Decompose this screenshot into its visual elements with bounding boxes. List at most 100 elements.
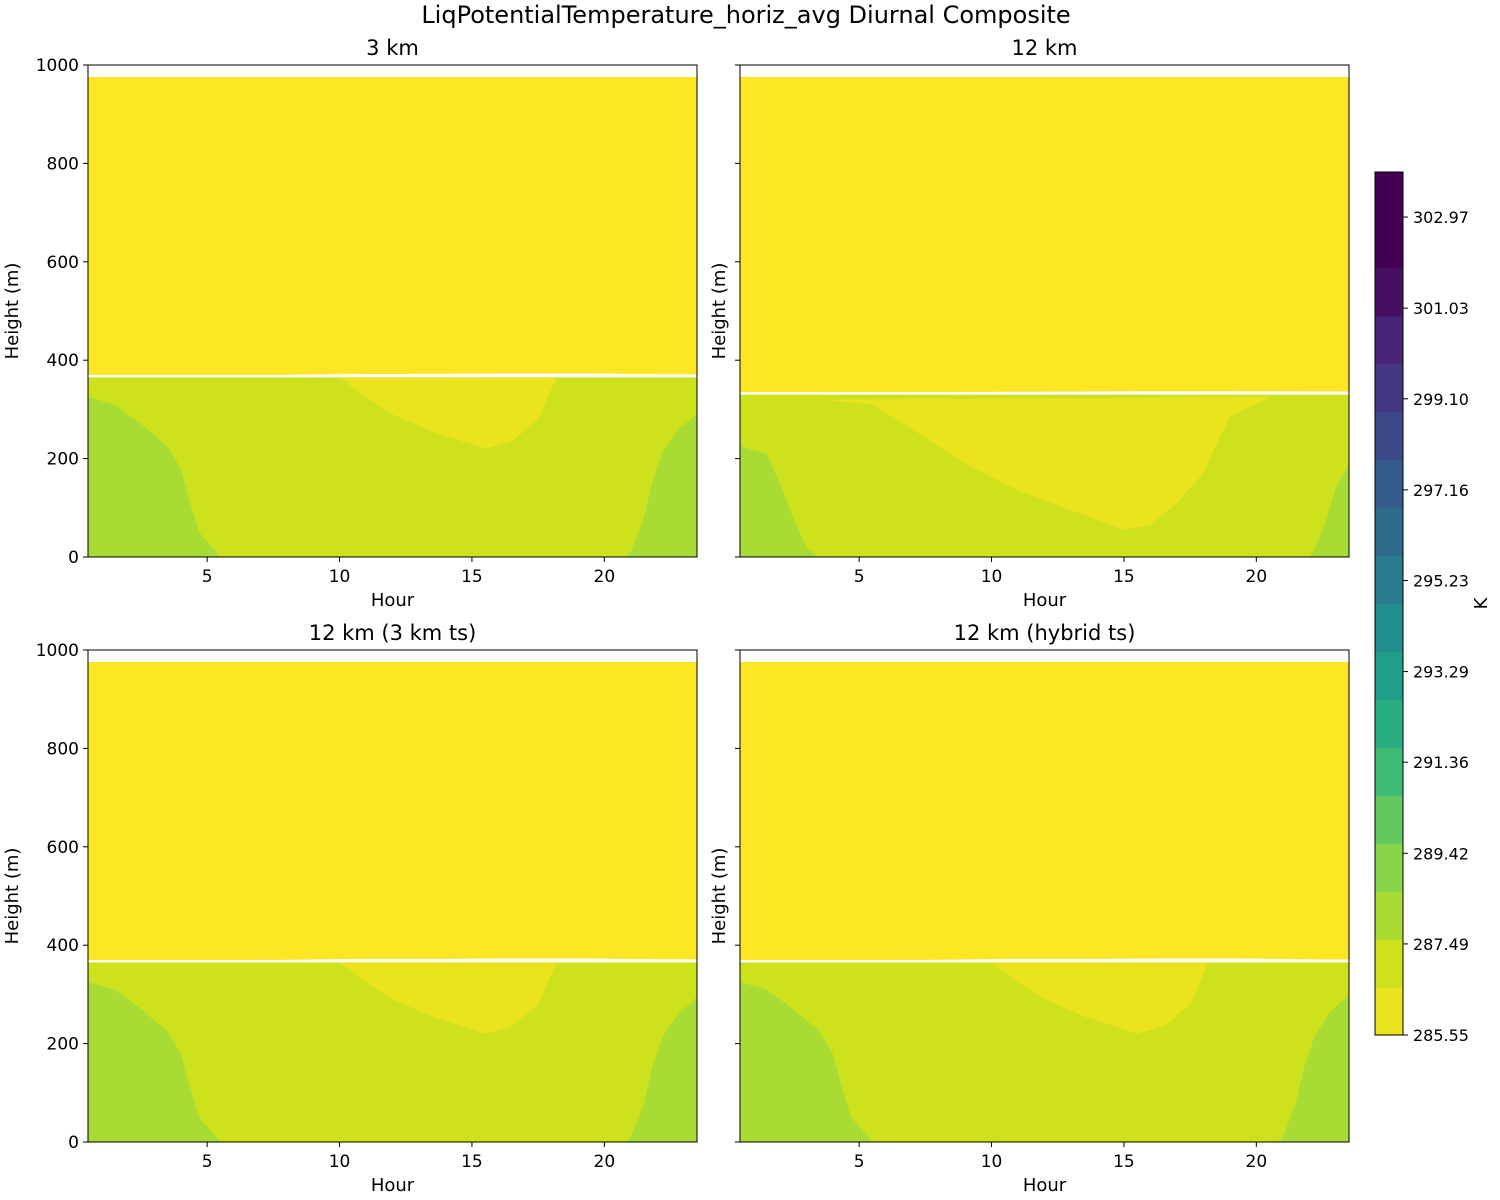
x-axis-label: Hour bbox=[1023, 1175, 1067, 1196]
x-tick-label: 10 bbox=[981, 567, 1003, 587]
warm-core-region bbox=[819, 397, 1270, 530]
colorbar-tick-label: 291.36 bbox=[1413, 753, 1469, 772]
colorbar-bin bbox=[1375, 507, 1403, 557]
y-tick-label: 200 bbox=[47, 450, 79, 470]
colorbar-tick-label: 297.16 bbox=[1413, 481, 1469, 500]
colorbar-bin bbox=[1375, 603, 1403, 653]
colorbar-bin bbox=[1375, 411, 1403, 461]
contour-band bbox=[740, 77, 1349, 393]
cool-region-right bbox=[1309, 463, 1349, 557]
contour-band bbox=[88, 662, 697, 960]
cool-region-left bbox=[740, 446, 820, 557]
y-tick-label: 1000 bbox=[36, 56, 79, 76]
colorbar-bin bbox=[1375, 795, 1403, 844]
x-tick-label: 15 bbox=[1113, 567, 1135, 587]
colorbar-tick-label: 302.97 bbox=[1413, 208, 1469, 227]
panel-title: 3 km bbox=[366, 36, 419, 60]
y-tick-label: 200 bbox=[47, 1035, 79, 1055]
cool-region-right bbox=[1277, 994, 1349, 1142]
x-tick-label: 20 bbox=[594, 567, 616, 587]
contour-band bbox=[88, 77, 697, 375]
y-tick-label: 400 bbox=[47, 936, 79, 956]
colorbar-label: K bbox=[1471, 596, 1492, 609]
x-tick-label: 5 bbox=[854, 567, 865, 587]
colorbar-bin bbox=[1375, 363, 1403, 413]
x-tick-label: 5 bbox=[202, 1152, 213, 1172]
axes-frame bbox=[739, 64, 1350, 558]
x-tick-label: 20 bbox=[1246, 1152, 1268, 1172]
colorbar: 285.55 287.49 289.42 291.36 293.29 295.23 297.… bbox=[1374, 171, 1492, 1045]
x-tick-label: 15 bbox=[461, 567, 483, 587]
x-tick-label: 15 bbox=[1113, 1152, 1135, 1172]
y-axis-label: Height (m) bbox=[709, 848, 730, 945]
colorbar-bin bbox=[1375, 555, 1403, 605]
y-tick-label: 1000 bbox=[36, 641, 79, 661]
colorbar-tick-label: 299.10 bbox=[1413, 390, 1469, 409]
x-tick-label: 20 bbox=[594, 1152, 616, 1172]
colorbar-tick-label: 289.42 bbox=[1413, 844, 1469, 863]
subplot-panel: 3 km 5 10 15 20 Hour 0 200 400 600 800 1000 Height (… bbox=[2, 36, 698, 611]
colorbar-bin bbox=[1375, 891, 1403, 940]
colorbar-tick-label: 301.03 bbox=[1413, 299, 1469, 318]
x-tick-label: 5 bbox=[854, 1152, 865, 1172]
contour-band bbox=[740, 662, 1349, 960]
subplot-panel: 12 km (3 km ts) 5 10 15 20 Hour 0 200 400 600 800 1… bbox=[2, 621, 698, 1196]
y-axis-label: Height (m) bbox=[709, 263, 730, 360]
x-tick-label: 5 bbox=[202, 567, 213, 587]
x-tick-label: 10 bbox=[981, 1152, 1003, 1172]
x-tick-label: 15 bbox=[461, 1152, 483, 1172]
colorbar-bin bbox=[1375, 939, 1403, 988]
colorbar-bin bbox=[1375, 219, 1403, 269]
colorbar-bin bbox=[1375, 747, 1403, 796]
colorbar-bin bbox=[1375, 651, 1403, 700]
y-tick-label: 600 bbox=[47, 838, 79, 858]
x-axis-label: Hour bbox=[371, 1175, 415, 1196]
axes-frame bbox=[87, 64, 698, 558]
axes-frame bbox=[87, 649, 698, 1143]
colorbar-tick-label: 293.29 bbox=[1413, 663, 1469, 682]
contour-field bbox=[88, 650, 697, 1142]
y-tick-label: 400 bbox=[47, 351, 79, 371]
contour-field bbox=[740, 650, 1349, 1142]
y-axis-label: Height (m) bbox=[2, 848, 23, 945]
y-tick-label: 0 bbox=[68, 548, 79, 568]
panel-title: 12 km bbox=[1011, 36, 1077, 60]
contour-field bbox=[740, 65, 1349, 557]
subplot-panel: 12 km (hybrid ts) 5 10 15 20 Hour Height (m) bbox=[709, 621, 1350, 1196]
x-tick-label: 20 bbox=[1246, 567, 1268, 587]
colorbar-bin bbox=[1375, 172, 1403, 221]
panel-title: 12 km (hybrid ts) bbox=[954, 621, 1136, 645]
x-tick-label: 10 bbox=[329, 1152, 351, 1172]
colorbar-bin bbox=[1375, 459, 1403, 509]
colorbar-bin bbox=[1375, 987, 1403, 1036]
y-tick-label: 0 bbox=[68, 1133, 79, 1153]
cool-region-left bbox=[740, 982, 873, 1142]
colorbar-bin bbox=[1375, 699, 1403, 748]
colorbar-tick-label: 295.23 bbox=[1413, 571, 1469, 590]
colorbar-tick-label: 285.55 bbox=[1413, 1026, 1469, 1045]
contour-field bbox=[88, 65, 697, 557]
x-tick-label: 10 bbox=[329, 567, 351, 587]
figure-title: LiqPotentialTemperature_horiz_avg Diurna… bbox=[421, 1, 1071, 29]
y-tick-label: 600 bbox=[47, 253, 79, 273]
colorbar-tick-label: 287.49 bbox=[1413, 935, 1469, 954]
panel-title: 12 km (3 km ts) bbox=[309, 621, 477, 645]
subplot-panel: 12 km 5 10 15 20 Hour Height (m) bbox=[709, 36, 1350, 611]
colorbar-bin bbox=[1375, 315, 1403, 365]
y-tick-label: 800 bbox=[47, 154, 79, 174]
x-axis-label: Hour bbox=[1023, 590, 1067, 611]
colorbar-bin bbox=[1375, 843, 1403, 892]
warm-core-region bbox=[991, 962, 1209, 1034]
cool-region-right bbox=[625, 996, 697, 1142]
cool-region-left bbox=[88, 982, 221, 1142]
y-tick-label: 800 bbox=[47, 739, 79, 759]
x-axis-label: Hour bbox=[371, 590, 415, 611]
warm-core-region bbox=[339, 962, 557, 1034]
cool-region-left bbox=[88, 397, 221, 557]
colorbar-frame bbox=[1374, 171, 1404, 1036]
cool-region-right bbox=[625, 414, 697, 557]
axes-frame bbox=[739, 649, 1350, 1143]
warm-core-region bbox=[339, 377, 557, 449]
y-axis-label: Height (m) bbox=[2, 263, 23, 360]
